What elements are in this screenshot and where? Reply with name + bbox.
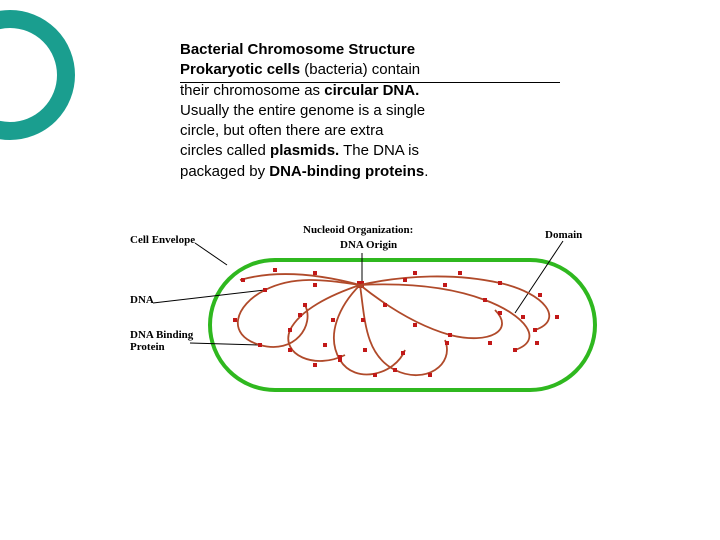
bold-term-circular-dna: circular DNA. [324, 82, 419, 99]
body-line-5: circles called plasmids. The DNA is [180, 141, 560, 161]
underline-rule [180, 82, 560, 83]
label-dna-binding-protein: DNA Binding Protein [130, 330, 193, 353]
body-line-4: circle, but often there are extra [180, 121, 560, 141]
heading-title: Bacterial Chromosome Structure [180, 40, 560, 60]
label-dna: DNA [130, 295, 154, 307]
label-dna-origin: DNA Origin [340, 240, 397, 252]
bold-term-plasmids: plasmids. [270, 142, 339, 159]
text-block: Bacterial Chromosome Structure Prokaryot… [180, 40, 560, 182]
slide-decor-circle [0, 10, 75, 140]
bold-term-prokaryotic: Prokaryotic cells [180, 61, 300, 78]
bold-term-dna-binding: DNA-binding proteins [269, 163, 424, 180]
body-line-3: Usually the entire genome is a single [180, 101, 560, 121]
label-cell-envelope: Cell Envelope [130, 235, 195, 247]
nucleoid-diagram: Nucleoid Organization: DNA Origin Cell E… [115, 225, 605, 410]
body-line-6: packaged by DNA-binding proteins. [180, 162, 560, 182]
body-line-2: their chromosome as circular DNA. [180, 81, 560, 101]
body-line-1: Prokaryotic cells (bacteria) contain [180, 60, 560, 80]
diagram-svg [115, 225, 605, 410]
label-nucleoid-title: Nucleoid Organization: [303, 225, 413, 237]
label-domain: Domain [545, 230, 582, 242]
